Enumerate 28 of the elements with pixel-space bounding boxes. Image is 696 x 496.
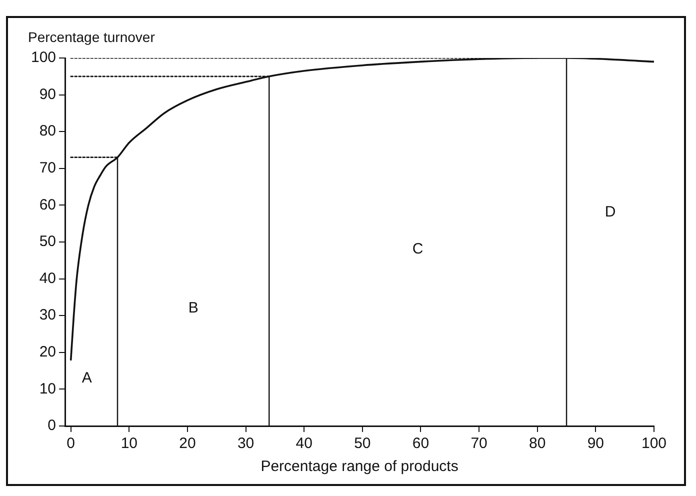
- y-tick-label: 40: [39, 270, 56, 287]
- y-tick-label: 20: [39, 344, 56, 361]
- y-tick-label: 60: [39, 196, 56, 214]
- x-tick-label: 30: [237, 435, 254, 452]
- y-tick-label: 80: [39, 122, 56, 140]
- annotation: C: [412, 240, 424, 258]
- y-tick-label: 50: [39, 233, 56, 250]
- y-tick-label: 10: [39, 380, 56, 398]
- annotation: D: [604, 204, 616, 221]
- x-tick-label: 20: [179, 435, 196, 452]
- x-tick-label: 50: [354, 435, 371, 452]
- x-tick-label: 60: [412, 435, 430, 452]
- x-tick-label: 90: [587, 435, 604, 452]
- annotation: B: [188, 299, 198, 316]
- y-axis-title: Percentage turnover: [28, 28, 156, 45]
- y-tick-label: 30: [39, 306, 56, 324]
- x-axis-title: Percentage range of products: [260, 458, 458, 476]
- x-tick-label: 70: [470, 435, 488, 452]
- x-tick-label: 10: [120, 435, 138, 452]
- y-tick-label: 70: [39, 160, 56, 177]
- y-tick-label: 90: [39, 86, 56, 103]
- annotation: A: [82, 369, 92, 386]
- x-tick-label: 100: [641, 435, 667, 452]
- y-tick-label: 100: [30, 49, 56, 66]
- y-tick-label: 0: [48, 417, 56, 434]
- x-tick-label: 40: [296, 435, 312, 452]
- x-tick-label: 80: [529, 435, 546, 452]
- x-tick-label: 0: [66, 435, 76, 452]
